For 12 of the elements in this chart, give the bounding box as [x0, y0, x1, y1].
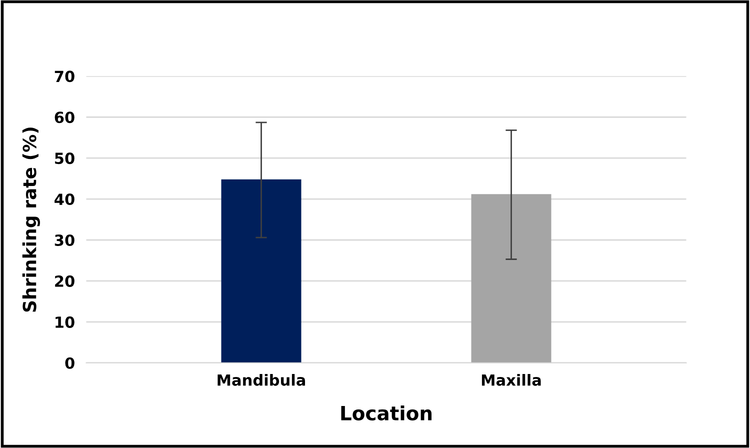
- y-tick-label: 60: [54, 112, 74, 124]
- y-tick-label: 50: [55, 152, 74, 164]
- x-axis-title: Location: [341, 405, 432, 420]
- x-tick-label: Maxilla: [482, 374, 541, 386]
- y-tick-label: 10: [56, 316, 74, 328]
- y-axis-title: Shrinking rate (%): [22, 128, 40, 312]
- y-tick-label: 20: [55, 275, 74, 287]
- x-tick-label: Mandibula: [218, 374, 306, 386]
- y-tick-label: 40: [54, 194, 74, 206]
- y-tick-label: 0: [65, 357, 74, 369]
- y-tick-label: 70: [54, 70, 74, 82]
- y-tick-label: 30: [54, 234, 74, 246]
